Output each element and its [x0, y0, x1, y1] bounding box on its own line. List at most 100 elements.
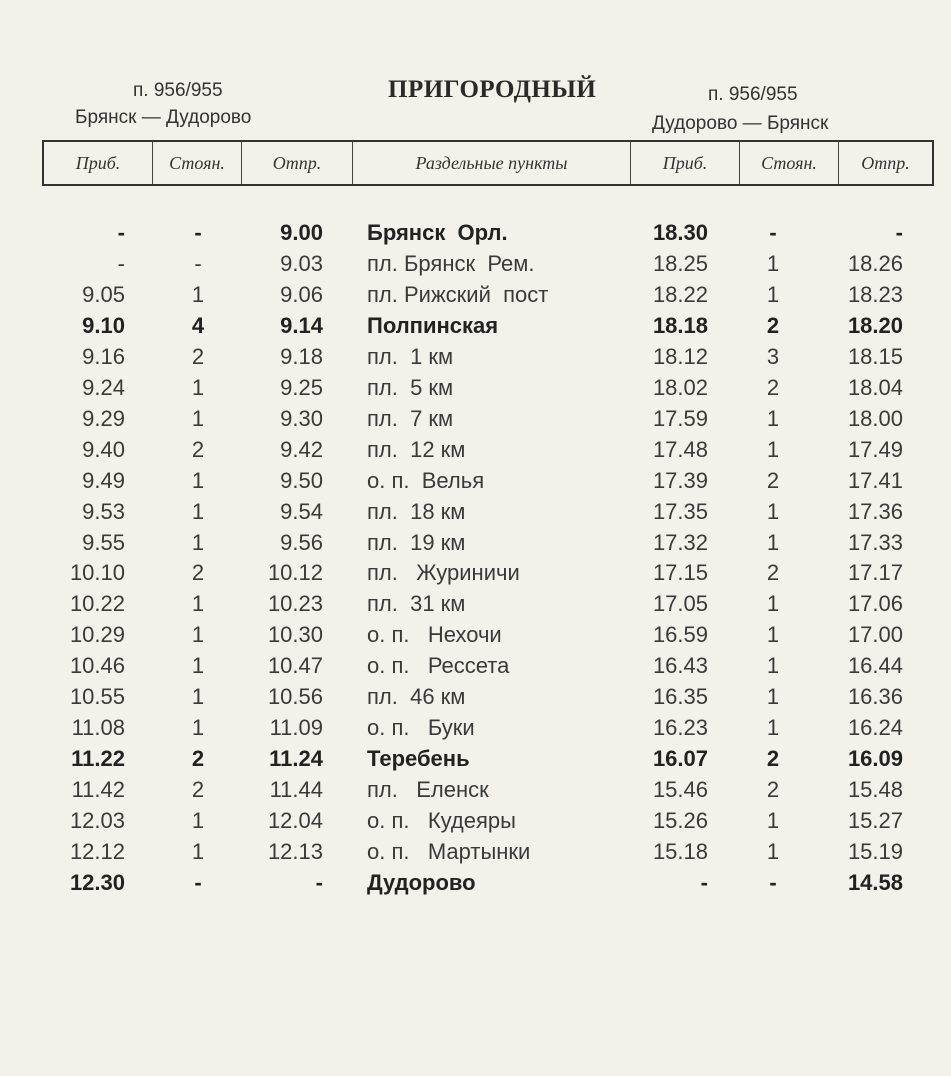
- return-arrival-cell: 18.12: [652, 343, 708, 369]
- arrival-cell: 11.42: [71, 777, 125, 803]
- departure-cell: 11.24: [269, 746, 323, 772]
- station-cell: пл. 46 км: [367, 684, 466, 710]
- return-arrival-cell: 18.30: [652, 220, 708, 245]
- table-row: - - 9.03 пл. Брянск Рем. 18.25 1 18.26: [0, 251, 951, 282]
- return-stop-cell: 1: [766, 281, 780, 307]
- stop-cell: 1: [191, 622, 205, 648]
- stop-cell: 4: [191, 312, 205, 338]
- station-cell: о. п. Мартынки: [367, 839, 531, 864]
- table-row: 9.29 1 9.30 пл. 7 км 17.59 1 18.00: [0, 406, 951, 437]
- return-stop-cell: -: [769, 220, 777, 245]
- return-departure-cell: 16.36: [847, 684, 903, 710]
- return-departure-cell: 17.36: [847, 498, 903, 524]
- col-departure: Отпр.: [241, 140, 353, 186]
- page-title: ПРИГОРОДНЫЙ: [388, 76, 597, 103]
- station-cell: пл. Журиничи: [367, 560, 520, 586]
- stop-cell: 1: [191, 684, 205, 710]
- stop-cell: 1: [191, 405, 205, 431]
- return-arrival-cell: 17.32: [652, 529, 708, 555]
- departure-cell: 9.00: [280, 220, 323, 245]
- arrival-cell: 10.22: [69, 591, 125, 617]
- station-cell: о. п. Рессета: [367, 653, 510, 679]
- station-cell: Теребень: [367, 746, 470, 772]
- return-stop-cell: 1: [766, 839, 780, 864]
- departure-cell: 9.25: [280, 374, 323, 400]
- table-row: - - 9.00 Брянск Орл. 18.30 - -: [0, 220, 951, 251]
- station-cell: о. п. Велья: [367, 467, 485, 493]
- right-train-number: п. 956/955: [708, 84, 798, 105]
- departure-cell: 9.18: [280, 343, 323, 369]
- arrival-cell: 10.29: [69, 622, 125, 648]
- return-departure-cell: 14.58: [847, 869, 903, 895]
- stop-cell: 1: [191, 374, 205, 400]
- table-row: 11.08 1 11.09 о. п. Буки 16.23 1 16.24: [0, 715, 951, 746]
- table-row: 12.03 1 12.04 о. п. Кудеяры 15.26 1 15.27: [0, 808, 951, 839]
- return-departure-cell: 16.44: [847, 653, 903, 679]
- arrival-cell: 9.53: [82, 498, 125, 524]
- return-stop-cell: 1: [766, 622, 780, 648]
- return-arrival-cell: 17.05: [652, 591, 708, 617]
- return-stop-cell: 2: [766, 374, 780, 400]
- table-row: 12.12 1 12.13 о. п. Мартынки 15.18 1 15.19: [0, 839, 951, 870]
- station-cell: пл. Рижский пост: [367, 281, 549, 307]
- return-departure-cell: 18.23: [847, 281, 903, 307]
- return-departure-cell: 17.00: [847, 622, 903, 648]
- return-arrival-cell: 16.43: [652, 653, 708, 679]
- departure-cell: 9.42: [280, 436, 323, 462]
- return-stop-cell: 2: [766, 746, 780, 772]
- departure-cell: 9.03: [280, 250, 323, 276]
- departure-cell: 10.23: [267, 591, 323, 617]
- right-route: Дудорово — Брянск: [652, 113, 829, 134]
- arrival-cell: 10.55: [69, 684, 125, 710]
- arrival-cell: 11.08: [71, 715, 125, 741]
- table-row: 9.10 4 9.14 Полпинская 18.18 2 18.20: [0, 313, 951, 344]
- stop-cell: 1: [191, 715, 205, 741]
- return-departure-cell: 15.27: [847, 808, 903, 834]
- return-departure-cell: 18.26: [847, 250, 903, 276]
- departure-cell: 9.30: [280, 405, 323, 431]
- return-departure-cell: 17.06: [847, 591, 903, 617]
- departure-cell: 9.54: [280, 498, 323, 524]
- table-row: 9.55 1 9.56 пл. 19 км 17.32 1 17.33: [0, 530, 951, 561]
- departure-cell: 11.44: [269, 777, 323, 803]
- stop-cell: 1: [191, 808, 205, 834]
- return-arrival-cell: 18.02: [652, 374, 708, 400]
- return-arrival-cell: 18.22: [652, 281, 708, 307]
- station-cell: пл. 18 км: [367, 498, 466, 524]
- return-stop-cell: 1: [766, 405, 780, 431]
- table-row: 11.22 2 11.24 Теребень 16.07 2 16.09: [0, 746, 951, 777]
- column-header: Приб. Стоян. Отпр. Раздельные пункты При…: [42, 140, 934, 186]
- stop-cell: 2: [191, 343, 205, 369]
- col-stations: Раздельные пункты: [352, 140, 631, 186]
- arrival-cell: 12.03: [69, 808, 125, 834]
- arrival-cell: 9.29: [82, 405, 125, 431]
- return-arrival-cell: 17.39: [652, 467, 708, 493]
- station-cell: пл. 5 км: [367, 374, 454, 400]
- departure-cell: 10.30: [267, 622, 323, 648]
- return-arrival-cell: 17.59: [652, 405, 708, 431]
- stop-cell: 1: [191, 281, 205, 307]
- return-departure-cell: 17.33: [847, 529, 903, 555]
- stop-cell: 2: [191, 560, 205, 586]
- arrival-cell: 12.30: [69, 869, 125, 895]
- col-arrival: Приб.: [42, 140, 153, 186]
- table-row: 10.29 1 10.30 о. п. Нехочи 16.59 1 17.00: [0, 622, 951, 653]
- table-row: 9.49 1 9.50 о. п. Велья 17.39 2 17.41: [0, 468, 951, 499]
- return-arrival-cell: 15.18: [652, 839, 708, 864]
- return-stop-cell: 1: [766, 498, 780, 524]
- return-stop-cell: 1: [766, 684, 780, 710]
- stop-cell: 1: [191, 839, 205, 864]
- departure-cell: 12.04: [267, 808, 323, 834]
- arrival-cell: -: [117, 220, 125, 245]
- arrival-cell: 10.46: [69, 653, 125, 679]
- arrival-cell: 9.10: [82, 312, 125, 338]
- return-departure-cell: 17.41: [847, 467, 903, 493]
- departure-cell: 11.09: [269, 715, 323, 741]
- departure-cell: 10.47: [267, 653, 323, 679]
- table-row: 9.24 1 9.25 пл. 5 км 18.02 2 18.04: [0, 375, 951, 406]
- return-arrival-cell: 18.18: [652, 312, 708, 338]
- arrival-cell: 12.12: [69, 839, 125, 864]
- table-row: 10.55 1 10.56 пл. 46 км 16.35 1 16.36: [0, 684, 951, 715]
- table-row: 9.40 2 9.42 пл. 12 км 17.48 1 17.49: [0, 437, 951, 468]
- table-row: 10.46 1 10.47 о. п. Рессета 16.43 1 16.44: [0, 653, 951, 684]
